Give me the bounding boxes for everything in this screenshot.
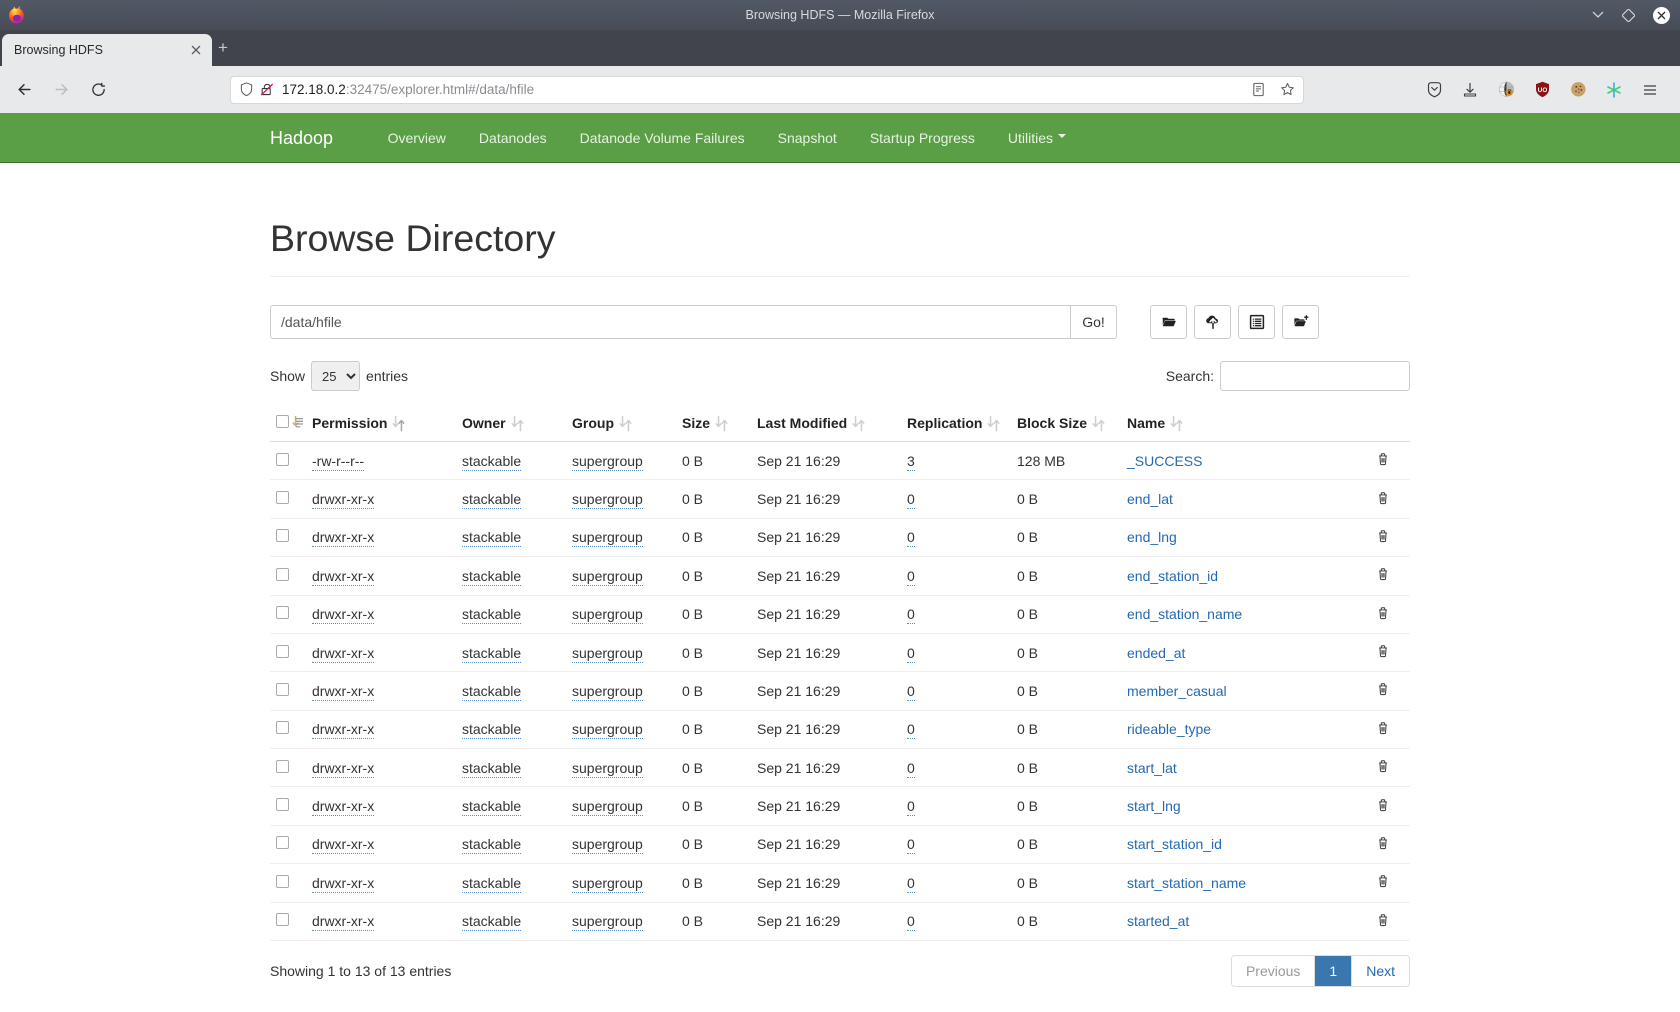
svg-text:UO: UO bbox=[1537, 87, 1547, 94]
